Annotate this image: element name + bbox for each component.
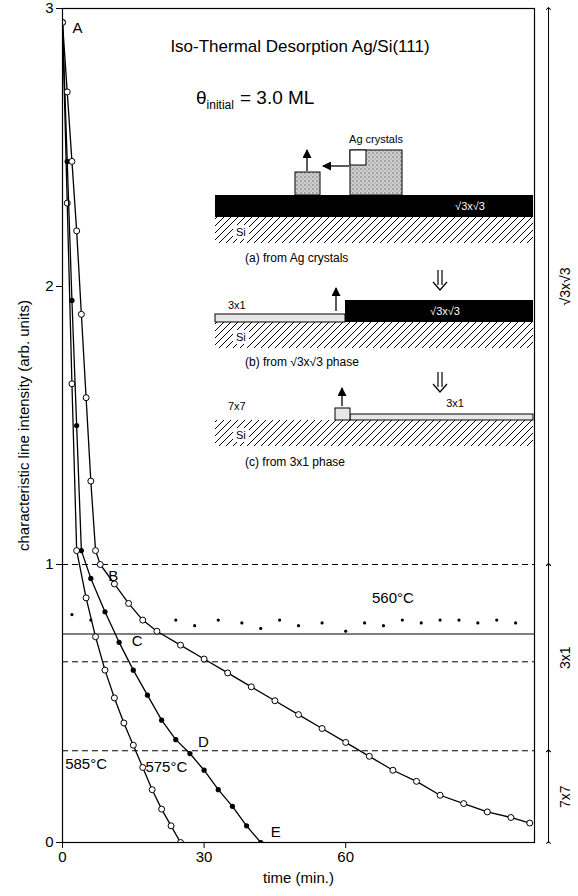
svg-text:560°C: 560°C <box>372 589 414 606</box>
svg-text:√3x√3: √3x√3 <box>557 267 573 305</box>
svg-text:E: E <box>271 823 281 840</box>
svg-text:A: A <box>73 19 83 36</box>
svg-text:7x7: 7x7 <box>228 400 246 412</box>
svg-text:D: D <box>198 733 209 750</box>
svg-text:3x1: 3x1 <box>446 397 464 409</box>
svg-text:Si: Si <box>236 331 246 343</box>
svg-text:1: 1 <box>45 555 53 572</box>
svg-text:√3x√3: √3x√3 <box>430 305 460 317</box>
svg-text:3x1: 3x1 <box>228 299 246 311</box>
svg-text:(b) from √3x√3 phase: (b) from √3x√3 phase <box>245 355 359 369</box>
svg-text:30: 30 <box>196 848 213 865</box>
svg-text:7x7: 7x7 <box>557 785 573 808</box>
svg-text:Ag crystals: Ag crystals <box>349 133 403 145</box>
svg-text:2: 2 <box>45 277 53 294</box>
svg-text:time (min.): time (min.) <box>263 869 334 886</box>
svg-text:60: 60 <box>337 848 354 865</box>
svg-text:3: 3 <box>45 0 53 16</box>
svg-text:θinitial= 3.0 ML: θinitial= 3.0 ML <box>196 87 314 112</box>
svg-text:585°C: 585°C <box>65 755 107 772</box>
svg-text:0: 0 <box>45 833 53 850</box>
svg-text:√3x√3: √3x√3 <box>455 200 485 212</box>
svg-text:Si: Si <box>236 226 246 238</box>
svg-text:C: C <box>132 632 143 649</box>
svg-text:B: B <box>108 567 118 584</box>
svg-text:0: 0 <box>58 848 66 865</box>
svg-text:(c) from 3x1 phase: (c) from 3x1 phase <box>245 455 345 469</box>
svg-text:characteristic line intensity: characteristic line intensity (arb. unit… <box>15 300 32 551</box>
svg-text:3x1: 3x1 <box>557 646 573 669</box>
svg-text:Si: Si <box>236 429 246 441</box>
svg-text:Iso-Thermal Desorption Ag/Si(1: Iso-Thermal Desorption Ag/Si(111) <box>170 37 429 56</box>
svg-text:575°C: 575°C <box>145 758 187 775</box>
svg-text:(a) from Ag crystals: (a) from Ag crystals <box>245 251 348 265</box>
